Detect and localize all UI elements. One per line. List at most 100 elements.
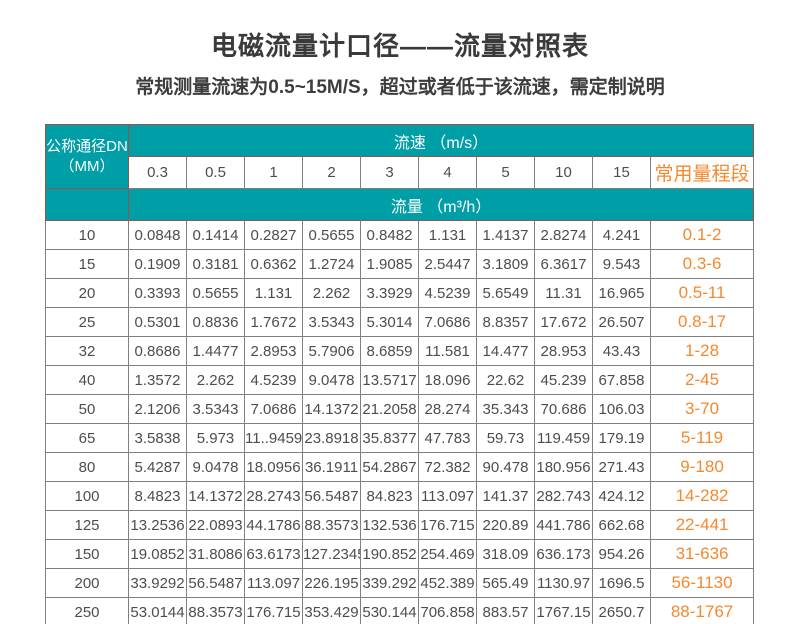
- flow-cell: 11..9459: [244, 423, 303, 453]
- dn-cell: 20: [45, 278, 129, 308]
- flow-cell: 2.1206: [128, 394, 187, 424]
- flow-cell: 1.131: [244, 278, 303, 308]
- dn-cell: 40: [45, 365, 129, 395]
- flow-cell: 954.26: [592, 539, 651, 569]
- flow-cell: 45.239: [534, 365, 593, 395]
- flow-cell: 179.19: [592, 423, 651, 453]
- flow-cell: 33.9292: [128, 568, 187, 598]
- range-cell: 3-70: [649, 394, 755, 424]
- flow-cell: 3.5343: [186, 394, 245, 424]
- flow-cell: 0.5301: [128, 307, 187, 337]
- flow-cell: 23.8918: [302, 423, 361, 453]
- flow-cell: 26.507: [592, 307, 651, 337]
- dn-cell: 50: [45, 394, 129, 424]
- flow-cell: 106.03: [592, 394, 651, 424]
- flow-cell: 7.0686: [418, 307, 477, 337]
- flow-cell: 1.4477: [186, 336, 245, 366]
- flow-cell: 18.0956: [244, 452, 303, 482]
- flow-cell: 0.5655: [186, 278, 245, 308]
- flow-cell: 0.6362: [244, 249, 303, 279]
- range-cell: 14-282: [649, 481, 755, 511]
- flow-cell: 63.6173: [244, 539, 303, 569]
- flow-cell: 113.097: [418, 481, 477, 511]
- flow-cell: 3.1809: [476, 249, 535, 279]
- flow-cell: 5.973: [186, 423, 245, 453]
- flow-cell: 31.8086: [186, 539, 245, 569]
- flow-cell: 3.5343: [302, 307, 361, 337]
- table-row: 100 8.4823 14.1372 28.2743 56.5487 84.823 113.…: [45, 481, 755, 511]
- flow-cell: 8.6859: [360, 336, 419, 366]
- flow-cell: 119.459: [534, 423, 593, 453]
- velocity-value-header: 3: [360, 156, 419, 189]
- flow-cell: 282.743: [534, 481, 593, 511]
- flow-cell: 1130.97: [534, 568, 593, 598]
- range-cell: 31-636: [649, 539, 755, 569]
- flow-cell: 11.581: [418, 336, 477, 366]
- dn-cell: 250: [45, 597, 129, 624]
- dn-cell: 25: [45, 307, 129, 337]
- flow-group-header: 流量 （m³/h）: [127, 188, 755, 221]
- range-column-header: 常用量程段: [649, 156, 755, 189]
- flow-cell: 0.1414: [186, 220, 245, 250]
- flow-cell: 16.965: [592, 278, 651, 308]
- flow-cell: 1.131: [418, 220, 477, 250]
- flow-cell: 2.8274: [534, 220, 593, 250]
- flow-cell: 3.5838: [128, 423, 187, 453]
- range-cell: 0.1-2: [649, 220, 755, 250]
- range-cell: 0.3-6: [649, 249, 755, 279]
- range-cell: 0.5-11: [649, 278, 755, 308]
- flow-cell: 11.31: [534, 278, 593, 308]
- flow-cell: 132.536: [360, 510, 419, 540]
- flow-cell: 14.1372: [302, 394, 361, 424]
- table-row: 40 1.3572 2.262 4.5239 9.0478 13.5717 18.096 22…: [45, 365, 755, 395]
- range-cell: 9-180: [649, 452, 755, 482]
- table-row: 250 53.0144 88.3573 176.715 353.429 530.144 70…: [45, 597, 755, 624]
- flow-cell: 636.173: [534, 539, 593, 569]
- flow-cell: 0.8482: [360, 220, 419, 250]
- flow-cell: 4.5239: [244, 365, 303, 395]
- flow-cell: 90.478: [476, 452, 535, 482]
- velocity-value-header: 4: [418, 156, 477, 189]
- table-row: 25 0.5301 0.8836 1.7672 3.5343 5.3014 7.0686 8.…: [45, 307, 755, 337]
- flow-cell: 662.68: [592, 510, 651, 540]
- flow-cell: 530.144: [360, 597, 419, 624]
- velocity-value-header: 2: [302, 156, 361, 189]
- page-subtitle: 常规测量流速为0.5~15M/S，超过或者低于该流速，需定制说明: [135, 77, 665, 98]
- dn-cell: 15: [45, 249, 129, 279]
- flow-cell: 70.686: [534, 394, 593, 424]
- range-cell: 22-441: [649, 510, 755, 540]
- flow-cell: 88.3573: [302, 510, 361, 540]
- flow-cell: 1.3572: [128, 365, 187, 395]
- flow-cell: 88.3573: [186, 597, 245, 624]
- flow-cell: 7.0686: [244, 394, 303, 424]
- flow-cell: 883.57: [476, 597, 535, 624]
- flow-cell: 9.543: [592, 249, 651, 279]
- flow-cell: 21.2058: [360, 394, 419, 424]
- flow-cell: 0.0848: [128, 220, 187, 250]
- flow-cell: 72.382: [418, 452, 477, 482]
- flow-cell: 176.715: [244, 597, 303, 624]
- velocity-value-header: 1: [244, 156, 303, 189]
- page-title: 电磁流量计口径——流量对照表: [210, 31, 589, 61]
- flow-cell: 190.852: [360, 539, 419, 569]
- flow-cell: 28.953: [534, 336, 593, 366]
- range-cell: 0.8-17: [649, 307, 755, 337]
- flow-cell: 18.096: [418, 365, 477, 395]
- table-row: 32 0.8686 1.4477 2.8953 5.7906 8.6859 11.581 14…: [45, 336, 755, 366]
- flow-cell: 67.858: [592, 365, 651, 395]
- flow-cell: 1.4137: [476, 220, 535, 250]
- flow-cell: 441.786: [534, 510, 593, 540]
- flow-cell: 0.1909: [128, 249, 187, 279]
- flow-cell: 44.1786: [244, 510, 303, 540]
- table-row: 80 5.4287 9.0478 18.0956 36.1911 54.2867 72.38…: [45, 452, 755, 482]
- dn-cell: 200: [45, 568, 129, 598]
- flow-cell: 0.8686: [128, 336, 187, 366]
- flow-cell: 54.2867: [360, 452, 419, 482]
- flow-cell: 127.2345: [302, 539, 361, 569]
- flow-cell: 2.5447: [418, 249, 477, 279]
- flow-comparison-table: 公称通径DN （MM） 流速 （m/s） 0.3 0.5 1 2 3 4 5 10 15 常用量程段 流量…: [45, 124, 755, 624]
- flow-cell: 1.2724: [302, 249, 361, 279]
- range-cell: 5-119: [649, 423, 755, 453]
- flow-cell: 14.477: [476, 336, 535, 366]
